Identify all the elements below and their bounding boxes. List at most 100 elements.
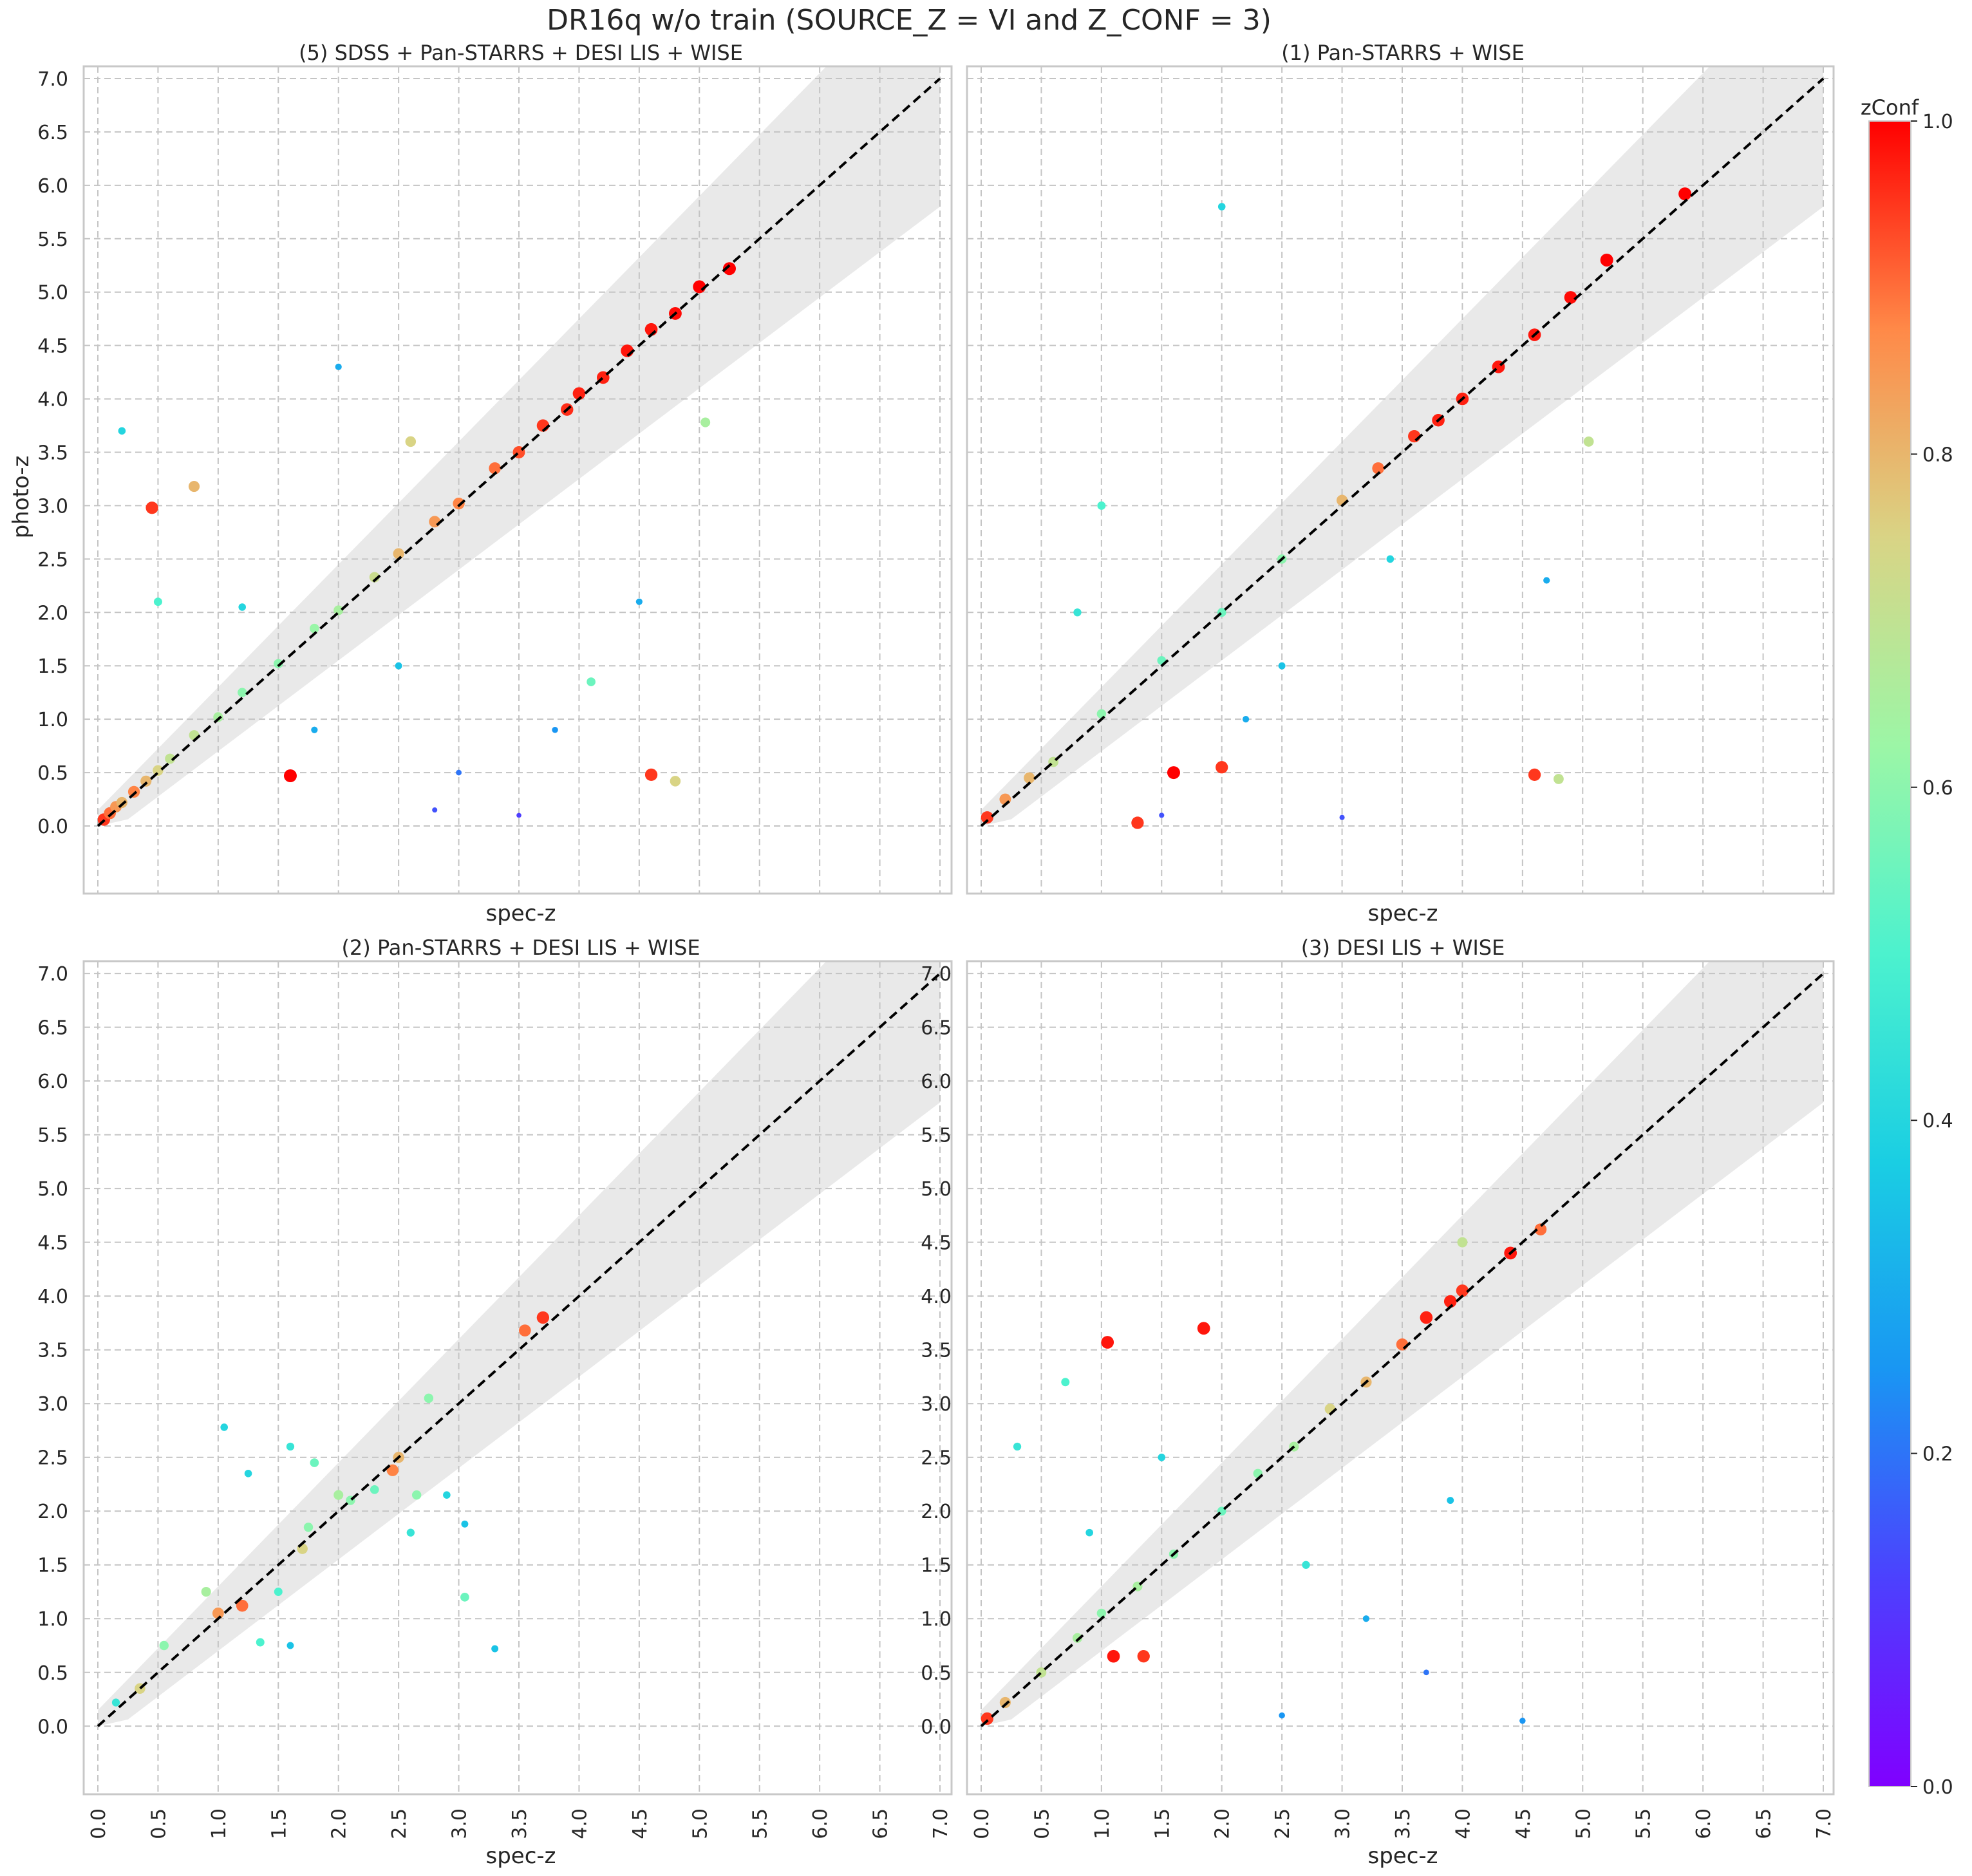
data-point [153,765,164,776]
data-point [1456,1284,1469,1297]
y-tick-label: 7.0 [37,68,68,91]
data-point [1061,1378,1070,1387]
data-point [536,1311,550,1324]
x-tick-label: 0.5 [1031,1808,1053,1839]
data-point [244,1469,252,1477]
colorbar-tick-label: 1.0 [1922,111,1953,133]
data-point [635,598,643,605]
y-tick-label: 0.0 [37,816,68,838]
data-point [644,768,658,782]
y-tick-label: 2.5 [921,1447,952,1470]
data-point [1447,1497,1454,1504]
data-point [1167,766,1180,780]
data-point [406,1528,415,1537]
data-point [1519,1718,1526,1724]
x-tick-label: 0.0 [971,1808,993,1839]
data-point [1024,772,1035,783]
y-tick-label: 6.5 [37,122,68,144]
data-point [1097,501,1106,510]
data-point [201,1586,211,1597]
data-point [1443,1295,1457,1308]
data-point [1278,662,1286,670]
panel-title: (1) Pan-STARRS + WISE [1281,41,1525,65]
data-point [1600,253,1613,267]
panel-desi-wise: 0.0 0.0 0.5 0.5 1.0 1.0 1.5 1.5 2.0 2.0 2.5 2.5 3.0 3… [921,935,1836,1869]
data-point [1107,1649,1120,1663]
panel-title: (3) DESI LIS + WISE [1301,935,1505,960]
y-tick-label: 1.5 [37,655,68,678]
x-tick-label: 5.5 [749,1808,772,1839]
y-tick-label: 6.5 [921,1017,952,1040]
data-point [1159,812,1165,818]
data-point [370,1485,379,1494]
y-tick-label: 3.0 [37,495,68,518]
data-point [310,623,319,633]
data-point [146,502,158,514]
data-point [1543,577,1550,584]
data-point [1420,1311,1433,1324]
y-tick-label: 4.0 [921,1286,952,1308]
data-point [310,1458,319,1467]
data-point [1457,1237,1468,1248]
y-tick-label: 0.0 [921,1716,952,1738]
data-point [1242,716,1250,723]
x-tick-label: 6.0 [1693,1808,1715,1839]
x-tick-label: 2.5 [388,1808,411,1839]
y-tick-label: 2.0 [37,602,68,624]
data-point [274,1587,283,1596]
reference-line [980,972,1825,1727]
reference-line [980,77,1825,827]
x-tick-label: 5.0 [689,1808,711,1839]
data-point [333,1490,344,1500]
y-tick-label: 2.0 [37,1501,68,1523]
plot-frame [966,960,1835,1796]
y-tick-label: 2.0 [921,1501,952,1523]
x-tick-label: 2.5 [1272,1808,1294,1839]
x-tick-label: 1.5 [268,1808,290,1839]
reference-line [97,972,941,1727]
data-point [116,796,127,809]
data-point [1678,187,1692,201]
data-point [220,1423,229,1431]
colorbar-gradient [1868,120,1911,1787]
y-tick-label: 5.0 [921,1178,952,1201]
colorbar-label: zConf [1861,95,1919,120]
data-point [238,688,247,697]
data-point [1216,761,1228,774]
y-tick-label: 5.0 [37,1178,68,1201]
x-tick-label: 3.5 [509,1808,531,1839]
data-point [1217,203,1226,211]
x-tick-label: 3.0 [1332,1808,1355,1839]
data-point [127,785,140,798]
y-tick-label: 0.0 [37,1716,68,1738]
y-tick-label: 4.5 [37,1232,68,1255]
y-tick-label: 6.5 [37,1017,68,1040]
x-tick-label: 3.0 [449,1808,471,1839]
y-tick-label: 3.0 [37,1393,68,1416]
data-point [274,659,283,669]
data-point [489,462,501,474]
panel-title: (2) Pan-STARRS + DESI LIS + WISE [341,935,700,960]
x-axis-label: spec-z [1367,901,1438,926]
data-point [460,1592,469,1602]
x-tick-label: 1.5 [1151,1808,1174,1839]
x-tick-label: 4.0 [568,1808,591,1839]
data-point [286,1642,294,1649]
plot-frame [966,65,1835,895]
data-point [1279,1712,1285,1719]
data-point [286,1442,295,1451]
y-tick-label: 4.0 [37,389,68,411]
panel-panstarrs-wise: (1) Pan-STARRS + WISE spec-z [966,41,1835,926]
data-point [1302,1561,1310,1569]
data-point [303,1523,314,1532]
data-point [432,807,438,813]
colorbar-tick-label: 0.4 [1922,1110,1953,1132]
y-tick-label: 2.5 [37,549,68,571]
data-point [395,662,402,670]
data-point [1131,816,1144,829]
data-point [456,769,462,776]
data-point [238,603,247,611]
x-tick-label: 5.0 [1572,1808,1595,1839]
panel-panstarrs-desi-wise: 0.0 0.0 0.5 0.5 1.0 1.0 1.5 1.5 2.0 2.0 2.5 2.5 3.0 3… [37,935,953,1869]
